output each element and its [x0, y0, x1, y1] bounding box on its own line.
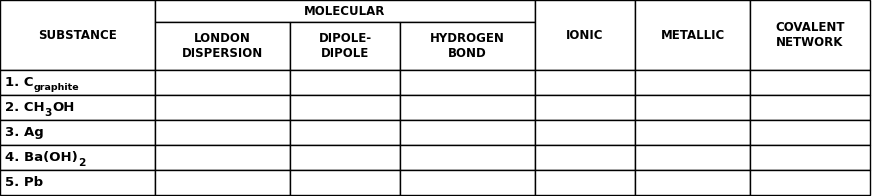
Text: METALLIC: METALLIC [660, 28, 724, 42]
Text: LONDON
DISPERSION: LONDON DISPERSION [182, 32, 263, 60]
Bar [155, 22, 290, 70]
Bar [750, 0, 870, 70]
Bar [635, 120, 750, 145]
Bar [290, 22, 400, 70]
Bar [155, 145, 290, 170]
Bar [400, 170, 535, 195]
Bar [0, 145, 155, 170]
Bar [400, 145, 535, 170]
Bar [400, 120, 535, 145]
Bar [290, 120, 400, 145]
Bar [155, 120, 290, 145]
Bar [750, 170, 870, 195]
Text: COVALENT
NETWORK: COVALENT NETWORK [775, 21, 845, 49]
Bar [400, 70, 535, 95]
Bar [635, 170, 750, 195]
Text: 2: 2 [78, 158, 85, 168]
Bar [750, 145, 870, 170]
Bar [535, 70, 635, 95]
Bar [535, 0, 635, 70]
Bar [0, 95, 155, 120]
Bar [750, 120, 870, 145]
Text: MOLECULAR: MOLECULAR [304, 5, 386, 17]
Bar [635, 70, 750, 95]
Bar [155, 170, 290, 195]
Text: 4. Ba(OH): 4. Ba(OH) [5, 151, 78, 164]
Bar [635, 0, 750, 70]
Bar [400, 95, 535, 120]
Bar [155, 95, 290, 120]
Bar [0, 0, 155, 70]
Text: graphite: graphite [33, 83, 79, 92]
Bar [290, 170, 400, 195]
Bar [635, 95, 750, 120]
Text: 2. CH: 2. CH [5, 101, 45, 114]
Text: SUBSTANCE: SUBSTANCE [38, 28, 117, 42]
Text: HYDROGEN
BOND: HYDROGEN BOND [430, 32, 505, 60]
Bar [635, 145, 750, 170]
Bar [0, 120, 155, 145]
Bar [155, 70, 290, 95]
Bar [535, 170, 635, 195]
Bar [750, 95, 870, 120]
Text: 3. Ag: 3. Ag [5, 126, 44, 139]
Bar [0, 170, 155, 195]
Text: 5. Pb: 5. Pb [5, 176, 43, 189]
Bar [400, 22, 535, 70]
Bar [155, 0, 535, 22]
Text: IONIC: IONIC [567, 28, 603, 42]
Bar [0, 70, 155, 95]
Bar [290, 145, 400, 170]
Text: 1. C: 1. C [5, 76, 33, 89]
Bar [290, 70, 400, 95]
Text: OH: OH [52, 101, 75, 114]
Bar [535, 145, 635, 170]
Bar [535, 95, 635, 120]
Bar [535, 120, 635, 145]
Bar [750, 70, 870, 95]
Text: DIPOLE-
DIPOLE: DIPOLE- DIPOLE [318, 32, 372, 60]
Bar [290, 95, 400, 120]
Text: 3: 3 [45, 107, 52, 117]
